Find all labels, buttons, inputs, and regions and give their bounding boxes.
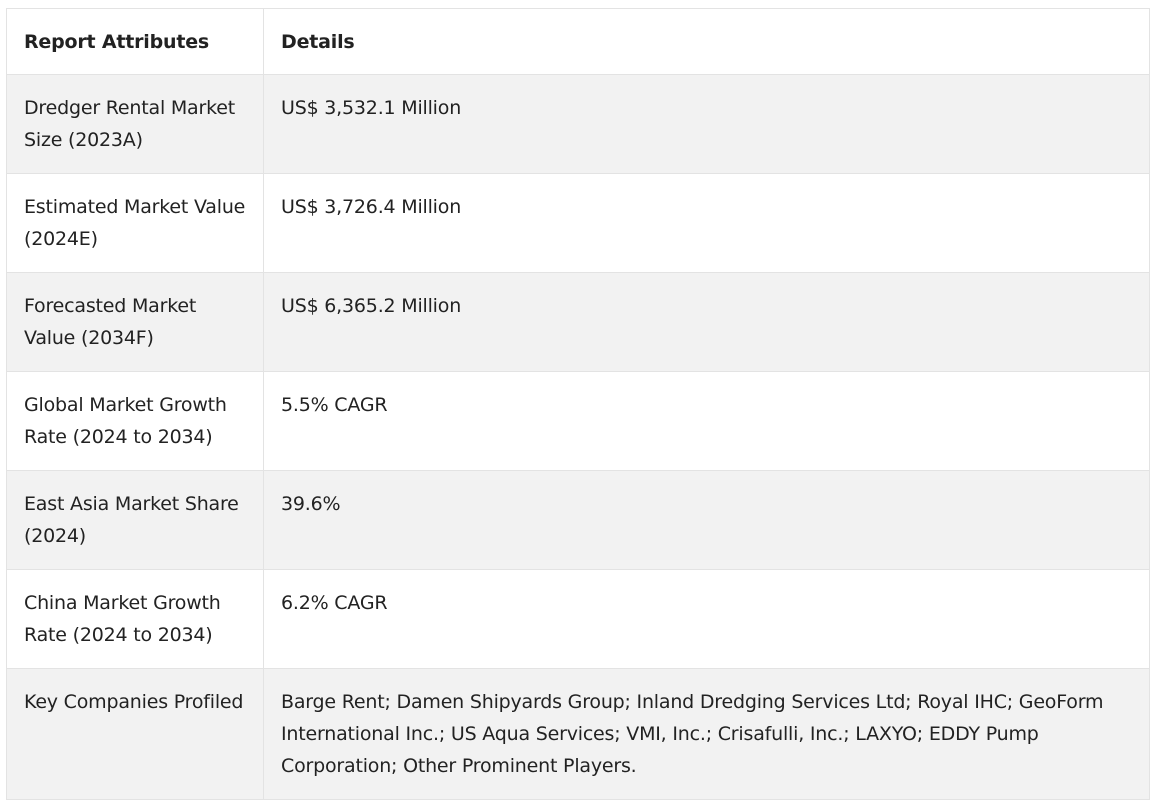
table-row: Forecasted Market Value (2034F) US$ 6,36… [6, 272, 1150, 372]
details-cell: US$ 6,365.2 Million [263, 272, 1150, 372]
report-attributes-table-container: Report Attributes Details Dredger Rental… [6, 8, 1150, 800]
table-row: East Asia Market Share (2024) 39.6% [6, 470, 1150, 570]
attribute-cell: China Market Growth Rate (2024 to 2034) [6, 569, 264, 669]
attribute-cell: East Asia Market Share (2024) [6, 470, 264, 570]
details-cell: 6.2% CAGR [263, 569, 1150, 669]
header-report-attributes: Report Attributes [6, 8, 264, 75]
details-cell: US$ 3,726.4 Million [263, 173, 1150, 273]
details-cell: 39.6% [263, 470, 1150, 570]
attribute-cell: Estimated Market Value (2024E) [6, 173, 264, 273]
details-cell: Barge Rent; Damen Shipyards Group; Inlan… [263, 668, 1150, 800]
table-row: Key Companies Profiled Barge Rent; Damen… [6, 668, 1150, 800]
attribute-cell: Dredger Rental Market Size (2023A) [6, 74, 264, 174]
table-row: Global Market Growth Rate (2024 to 2034)… [6, 371, 1150, 471]
table-row: China Market Growth Rate (2024 to 2034) … [6, 569, 1150, 669]
header-details: Details [263, 8, 1150, 75]
attribute-cell: Forecasted Market Value (2034F) [6, 272, 264, 372]
report-attributes-table: Report Attributes Details Dredger Rental… [6, 8, 1150, 800]
attribute-cell: Key Companies Profiled [6, 668, 264, 800]
details-cell: US$ 3,532.1 Million [263, 74, 1150, 174]
table-row: Estimated Market Value (2024E) US$ 3,726… [6, 173, 1150, 273]
details-cell: 5.5% CAGR [263, 371, 1150, 471]
table-row: Dredger Rental Market Size (2023A) US$ 3… [6, 74, 1150, 174]
attribute-cell: Global Market Growth Rate (2024 to 2034) [6, 371, 264, 471]
table-header-row: Report Attributes Details [6, 8, 1150, 75]
